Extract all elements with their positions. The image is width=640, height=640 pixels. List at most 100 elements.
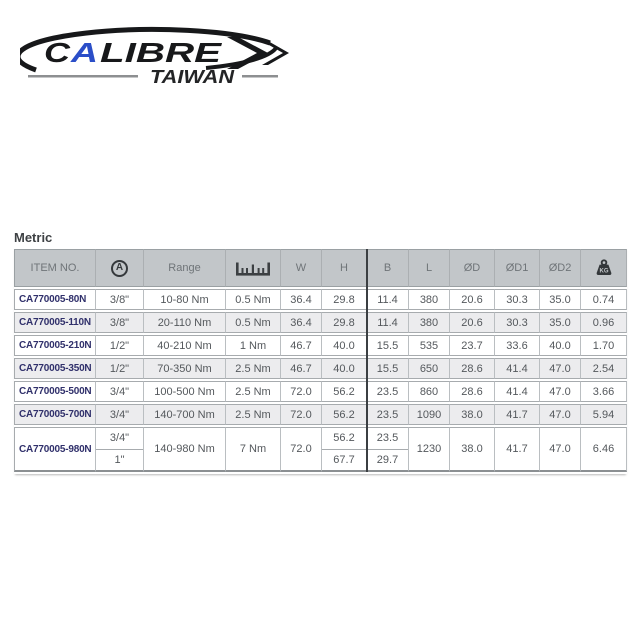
col-header-w: W (281, 249, 322, 287)
cell-b: 23.5 29.7 (367, 427, 409, 472)
cell-drive: 3/4" (96, 381, 144, 402)
table-row: CA770005-210N 1/2" 40-210 Nm 1 Nm 46.7 40.0 15… (14, 335, 627, 356)
cell-item: CA770005-700N (14, 404, 96, 425)
logo-swoosh-top (20, 26, 271, 73)
cell-b: 23.5 (367, 381, 409, 402)
cell-h: 29.8 (322, 312, 367, 333)
cell-range: 70-350 Nm (144, 358, 226, 379)
cell-w: 36.4 (281, 289, 322, 310)
cell-w: 72.0 (281, 427, 322, 472)
logo-letter-c: C (44, 37, 71, 68)
cell-w: 46.7 (281, 335, 322, 356)
group-divider-line (366, 249, 368, 472)
table-row: CA770005-80N 3/8" 10-80 Nm 0.5 Nm 36.4 29.8 11… (14, 289, 627, 310)
cell-kg: 2.54 (581, 358, 627, 379)
table-row: CA770005-700N 3/4" 140-700 Nm 2.5 Nm 72.0 56.… (14, 404, 627, 425)
cell-od1: 30.3 (495, 289, 540, 310)
cell-drive: 1/2" (96, 358, 144, 379)
cell-kg: 0.96 (581, 312, 627, 333)
cell-l: 860 (409, 381, 450, 402)
cell-l: 380 (409, 289, 450, 310)
cell-od2: 35.0 (540, 289, 581, 310)
cell-drive: 3/4" 1" (96, 427, 144, 472)
cell-range: 140-700 Nm (144, 404, 226, 425)
cell-item: CA770005-350N (14, 358, 96, 379)
cell-drive: 3/8" (96, 289, 144, 310)
cell-od1: 41.4 (495, 358, 540, 379)
cell-range: 40-210 Nm (144, 335, 226, 356)
cell-h: 56.2 (322, 381, 367, 402)
cell-b: 23.5 (367, 404, 409, 425)
header-row: ITEM NO. A Range (14, 249, 627, 287)
cell-od: 20.6 (450, 289, 495, 310)
cell-range: 100-500 Nm (144, 381, 226, 402)
cell-h: 40.0 (322, 358, 367, 379)
col-header-weight: KG (581, 249, 627, 287)
col-header-range: Range (144, 249, 226, 287)
cell-w: 72.0 (281, 381, 322, 402)
table-row: CA770005-980N 3/4" 1" 140-980 Nm 7 Nm 72.0 56.… (14, 427, 627, 472)
cell-od1: 33.6 (495, 335, 540, 356)
cell-od2: 40.0 (540, 335, 581, 356)
cell-item: CA770005-110N (14, 312, 96, 333)
col-header-h: H (322, 249, 367, 287)
cell-grad: 2.5 Nm (226, 404, 281, 425)
section-title: Metric (14, 230, 53, 245)
logo-subtitle: TAIWAN (150, 67, 235, 87)
cell-b: 11.4 (367, 312, 409, 333)
cell-drive: 3/4" (96, 404, 144, 425)
cell-l: 535 (409, 335, 450, 356)
cell-od2: 47.0 (540, 358, 581, 379)
cell-grad: 2.5 Nm (226, 381, 281, 402)
cell-b: 15.5 (367, 358, 409, 379)
spec-table-wrap: ITEM NO. A Range (14, 247, 627, 474)
cell-grad: 0.5 Nm (226, 312, 281, 333)
cell-h: 40.0 (322, 335, 367, 356)
col-header-od2: ØD2 (540, 249, 581, 287)
cell-od2: 47.0 (540, 427, 581, 472)
cell-b: 15.5 (367, 335, 409, 356)
col-header-b: B (367, 249, 409, 287)
cell-kg: 3.66 (581, 381, 627, 402)
cell-h: 56.2 67.7 (322, 427, 367, 472)
cell-range: 10-80 Nm (144, 289, 226, 310)
cell-kg: 6.46 (581, 427, 627, 472)
cell-od: 38.0 (450, 427, 495, 472)
cell-h: 56.2 (322, 404, 367, 425)
cell-od1: 41.7 (495, 427, 540, 472)
col-header-drive: A (96, 249, 144, 287)
logo-underline-right (242, 75, 278, 78)
kg-weight-icon: KG (596, 259, 611, 275)
cell-od2: 47.0 (540, 404, 581, 425)
cell-range: 140-980 Nm (144, 427, 226, 472)
cell-od: 28.6 (450, 358, 495, 379)
cell-w: 36.4 (281, 312, 322, 333)
cell-kg: 1.70 (581, 335, 627, 356)
logo-letter-a: A (70, 37, 98, 68)
table-row: CA770005-110N 3/8" 20-110 Nm 0.5 Nm 36.4 29.8… (14, 312, 627, 333)
col-header-l: L (409, 249, 450, 287)
logo-letters-rest: LIBRE (100, 37, 223, 68)
calibre-logo-svg: C A LIBRE TAIWAN (20, 26, 289, 87)
cell-b: 11.4 (367, 289, 409, 310)
cell-item: CA770005-80N (14, 289, 96, 310)
col-header-od1: ØD1 (495, 249, 540, 287)
cell-od1: 41.7 (495, 404, 540, 425)
cell-kg: 5.94 (581, 404, 627, 425)
logo-underline-left (28, 75, 138, 78)
circled-a-drive-icon: A (111, 259, 128, 277)
cell-grad: 0.5 Nm (226, 289, 281, 310)
table-row: CA770005-500N 3/4" 100-500 Nm 2.5 Nm 72.0 56.… (14, 381, 627, 402)
drive-icon-letter: A (115, 262, 124, 273)
logo-chevron-icon (227, 37, 268, 69)
col-header-item-no: ITEM NO. (14, 249, 96, 287)
cell-od1: 30.3 (495, 312, 540, 333)
cell-od: 23.7 (450, 335, 495, 356)
cell-grad: 1 Nm (226, 335, 281, 356)
cell-od2: 47.0 (540, 381, 581, 402)
cell-od: 38.0 (450, 404, 495, 425)
cell-od2: 35.0 (540, 312, 581, 333)
cell-item: CA770005-980N (14, 427, 96, 472)
spec-table: ITEM NO. A Range (14, 247, 627, 474)
cell-grad: 7 Nm (226, 427, 281, 472)
